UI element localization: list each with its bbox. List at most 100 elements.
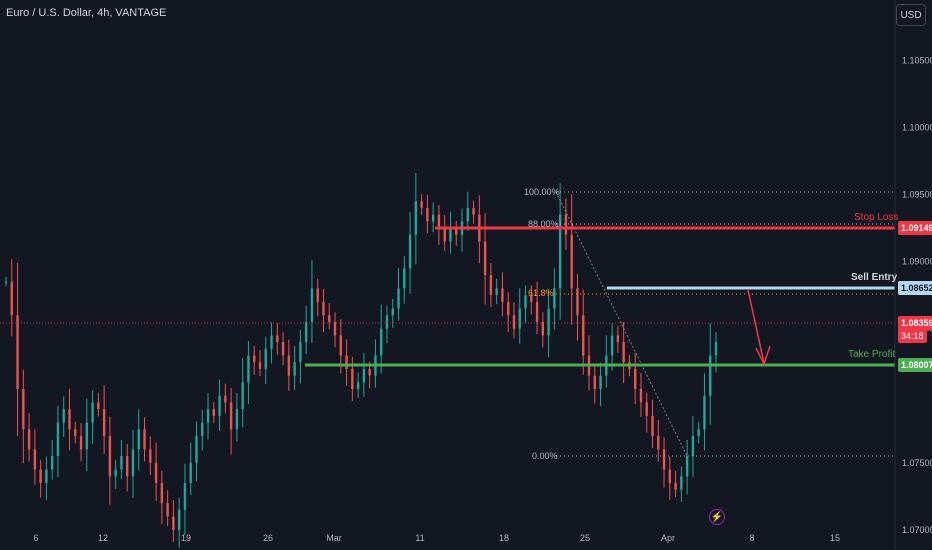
fib-label-61.8: 61.8% — [528, 288, 554, 298]
candle-body — [287, 355, 291, 376]
candle-body — [576, 288, 579, 316]
price-tick-label: 1.10000 — [902, 122, 932, 132]
candle-body — [143, 429, 146, 450]
candle-body — [258, 362, 262, 369]
price-tick-label: 1.07000 — [902, 525, 932, 535]
candle-body — [431, 214, 435, 222]
candle-body — [391, 308, 394, 316]
candle-body — [408, 234, 412, 269]
take-profit-label: Take Profit — [848, 349, 896, 360]
candle-body — [16, 315, 19, 390]
candle-body — [483, 241, 487, 275]
candle-body — [304, 321, 308, 343]
candle-body — [328, 315, 331, 322]
candle-body — [131, 449, 135, 477]
candle-body — [685, 456, 689, 477]
candle-body — [120, 456, 123, 470]
candle-body — [558, 214, 562, 289]
candle-body — [4, 281, 8, 283]
candle-body — [437, 214, 441, 229]
candle-body — [154, 462, 158, 483]
candle-body — [293, 362, 296, 376]
fib-label-100: 100.00% — [524, 187, 560, 197]
candle-body — [114, 469, 117, 477]
candle-body — [449, 228, 452, 242]
price-axis: 1.105001.100001.095001.090001.085001.075… — [902, 55, 932, 535]
candle-body — [593, 375, 596, 390]
candle-body — [97, 402, 100, 410]
candle-body — [362, 368, 366, 383]
candle-body — [651, 415, 654, 436]
price-tick-label: 1.09000 — [902, 257, 932, 267]
current-price-badge: 1.08359 — [898, 316, 932, 330]
candle-body — [79, 435, 83, 450]
candle-body — [414, 201, 418, 235]
candle-body — [564, 214, 568, 235]
candle-body — [674, 482, 677, 490]
candle-body — [547, 308, 550, 336]
time-tick-label: 11 — [415, 533, 424, 543]
candle-body — [339, 335, 342, 356]
candle-body — [160, 482, 164, 504]
candle-body — [149, 449, 152, 463]
candle-body — [443, 228, 446, 242]
time-tick-label: 25 — [580, 533, 590, 543]
candle-body — [253, 355, 256, 363]
candle-body — [518, 308, 521, 329]
currency-button[interactable]: USD — [896, 4, 926, 26]
candle-body — [512, 315, 516, 329]
candle-body — [455, 228, 458, 235]
candle-body — [472, 207, 475, 215]
candle-body — [380, 328, 383, 356]
candle-body — [183, 482, 187, 510]
candle-body — [62, 409, 65, 423]
candle-body — [264, 348, 267, 369]
candle-body — [691, 435, 695, 457]
candle-body — [714, 342, 718, 356]
candle-body — [137, 429, 140, 450]
candle-body — [489, 275, 493, 296]
candle-body — [709, 355, 712, 396]
stop-loss-price-badge: 1.09149 — [898, 221, 932, 235]
price-tick-label: 1.07500 — [902, 458, 932, 468]
candle-body — [206, 409, 210, 423]
lightning-icon[interactable]: ⚡ — [709, 509, 725, 525]
candle-body — [501, 288, 504, 302]
candle-body — [27, 429, 31, 450]
candle-body — [403, 268, 406, 289]
candle-body — [102, 409, 106, 436]
candle-body — [610, 335, 614, 356]
candle-body — [74, 429, 77, 436]
candle-body — [356, 382, 360, 390]
sell-entry-price-badge: 1.08652 — [898, 281, 932, 295]
projection-arrow — [747, 289, 765, 364]
candle-body — [633, 368, 637, 390]
candle-body — [657, 435, 660, 450]
candle-body — [126, 456, 129, 477]
time-tick-label: 12 — [98, 533, 108, 543]
candle-body — [276, 335, 279, 343]
candle-body — [570, 234, 573, 289]
candle-body — [172, 516, 175, 530]
price-tick-label: 1.10500 — [902, 55, 932, 65]
candle-body — [195, 435, 198, 463]
bar-countdown: 34:18 — [898, 329, 927, 343]
candle-body — [241, 382, 244, 410]
candle-body — [10, 281, 13, 316]
candle-body — [639, 389, 643, 403]
take-profit-price-badge: 1.08007 — [898, 358, 932, 372]
candle-body — [229, 402, 233, 430]
fib-label-88: 88.00% — [528, 219, 559, 229]
candle-body — [310, 288, 314, 322]
candlestick-series — [4, 173, 718, 548]
symbol-title: Euro / U.S. Dollar, 4h, VANTAGE — [6, 7, 167, 19]
candle-body — [582, 315, 585, 356]
candle-body — [385, 315, 389, 329]
candle-body — [201, 422, 204, 436]
candle-body — [645, 402, 648, 416]
time-tick-label: 18 — [499, 533, 509, 543]
candle-body — [668, 469, 672, 483]
stop-loss-label: Stop Loss — [854, 212, 899, 223]
candle-body — [680, 476, 683, 490]
